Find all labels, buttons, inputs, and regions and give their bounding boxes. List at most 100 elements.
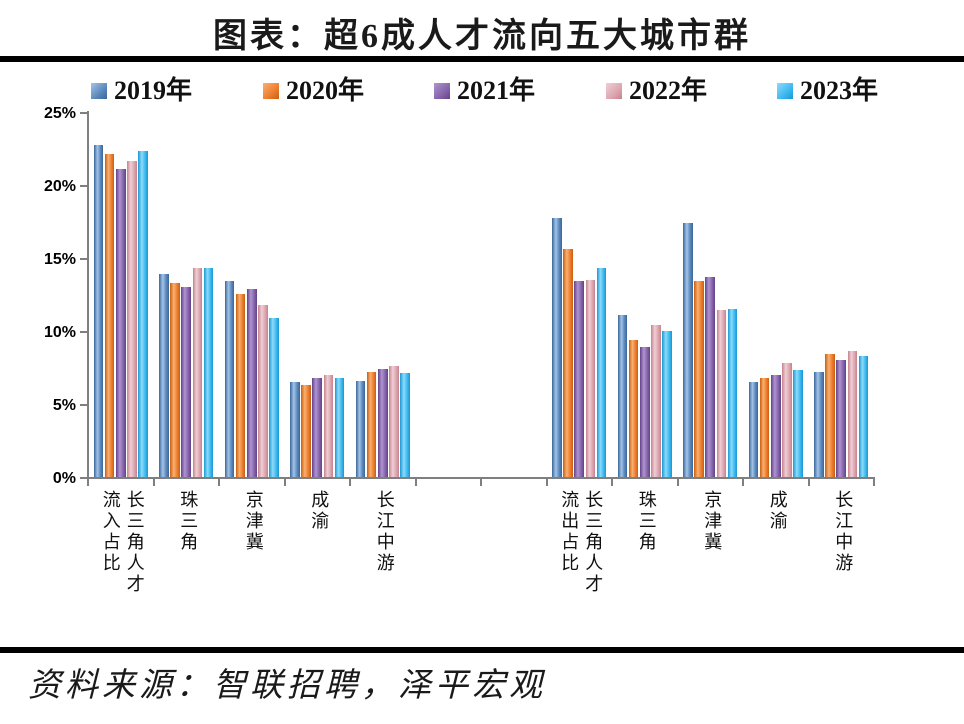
legend-item: 2021年	[434, 78, 535, 104]
bar	[793, 370, 803, 477]
bar	[552, 218, 562, 477]
x-axis-label: 成渝	[767, 490, 788, 532]
y-axis	[87, 111, 89, 479]
legend-item: 2022年	[606, 78, 707, 104]
y-tick	[80, 477, 87, 479]
bar	[170, 282, 180, 477]
y-tick	[80, 111, 87, 114]
legend-label: 2021年	[457, 76, 536, 105]
bar	[782, 363, 792, 477]
x-axis-label: 京津冀	[702, 490, 723, 553]
x-tick	[676, 479, 679, 486]
y-axis-label: 10%	[43, 323, 76, 341]
bar	[727, 308, 738, 477]
bar	[181, 287, 192, 477]
bar	[246, 288, 257, 477]
x-tick	[283, 479, 286, 486]
bar	[563, 249, 573, 477]
x-tick	[545, 479, 548, 486]
y-axis-label: 25%	[43, 104, 76, 122]
bar	[258, 304, 268, 477]
x-axis	[87, 477, 875, 479]
bar	[770, 374, 781, 477]
bar	[847, 351, 858, 477]
bar	[290, 382, 300, 477]
legend-swatch-icon	[263, 83, 279, 99]
x-tick	[349, 479, 351, 486]
bar	[159, 273, 169, 477]
bar	[858, 355, 869, 477]
source-note: 资料来源：智联招聘，泽平宏观	[28, 668, 546, 704]
bar	[683, 222, 693, 477]
bar	[377, 368, 388, 477]
bar	[127, 161, 137, 477]
x-axis-label: 长三角人才 流出占比	[559, 490, 604, 595]
bar	[235, 294, 246, 477]
top-divider	[0, 56, 964, 62]
chart-title: 图表：超6成人才流向五大城市群	[213, 18, 751, 55]
bar	[716, 310, 727, 477]
bar	[192, 268, 203, 477]
bar	[574, 281, 585, 477]
y-axis-label: 5%	[52, 396, 76, 414]
bar	[366, 371, 377, 477]
legend-label: 2019年	[114, 76, 193, 105]
bar	[323, 374, 334, 477]
x-axis-label: 长江中游	[833, 490, 854, 574]
y-tick	[80, 257, 87, 260]
legend-swatch-icon	[91, 83, 107, 99]
bar	[639, 346, 650, 477]
bar	[705, 276, 716, 477]
bar	[617, 314, 628, 477]
bar	[814, 371, 824, 477]
bar	[825, 354, 835, 477]
bar	[224, 281, 235, 477]
bar	[138, 151, 148, 477]
bar	[115, 168, 126, 477]
x-axis-label: 成渝	[309, 490, 330, 532]
legend-swatch-icon	[606, 83, 622, 99]
y-tick	[80, 184, 87, 187]
bar	[269, 317, 279, 477]
bar	[301, 384, 311, 477]
bar	[400, 373, 410, 477]
bottom-divider	[0, 647, 964, 653]
x-axis-label: 珠三角	[178, 490, 199, 553]
bar	[759, 377, 770, 477]
x-tick	[742, 479, 744, 486]
x-axis-label: 长江中游	[374, 490, 395, 574]
bar	[748, 382, 759, 477]
bar	[93, 145, 104, 477]
y-axis-label: 0%	[52, 470, 76, 487]
bar	[836, 360, 847, 477]
bar	[628, 339, 639, 477]
x-tick	[152, 479, 155, 486]
x-tick	[480, 479, 482, 486]
y-tick	[80, 403, 87, 406]
legend-label: 2020年	[286, 76, 365, 105]
bar	[662, 330, 672, 477]
x-axis-label: 珠三角	[636, 490, 657, 553]
bar	[104, 154, 115, 477]
legend-item: 2020年	[263, 78, 364, 104]
y-axis-label: 20%	[43, 177, 76, 195]
bar	[694, 281, 704, 477]
legend-label: 2022年	[629, 76, 708, 105]
y-axis-label: 15%	[43, 250, 76, 268]
y-tick	[80, 330, 87, 333]
x-tick	[611, 479, 613, 486]
bar	[334, 377, 345, 477]
bar	[203, 268, 214, 477]
x-tick	[414, 479, 417, 486]
legend-item: 2019年	[91, 78, 192, 104]
bar	[596, 268, 607, 477]
x-axis-label: 长三角人才 流入占比	[100, 490, 145, 595]
legend-label: 2023年	[800, 76, 879, 105]
x-axis-label: 京津冀	[243, 490, 264, 553]
x-tick	[873, 479, 875, 486]
legend-swatch-icon	[777, 83, 793, 99]
bar	[651, 325, 661, 477]
bar	[312, 377, 323, 477]
